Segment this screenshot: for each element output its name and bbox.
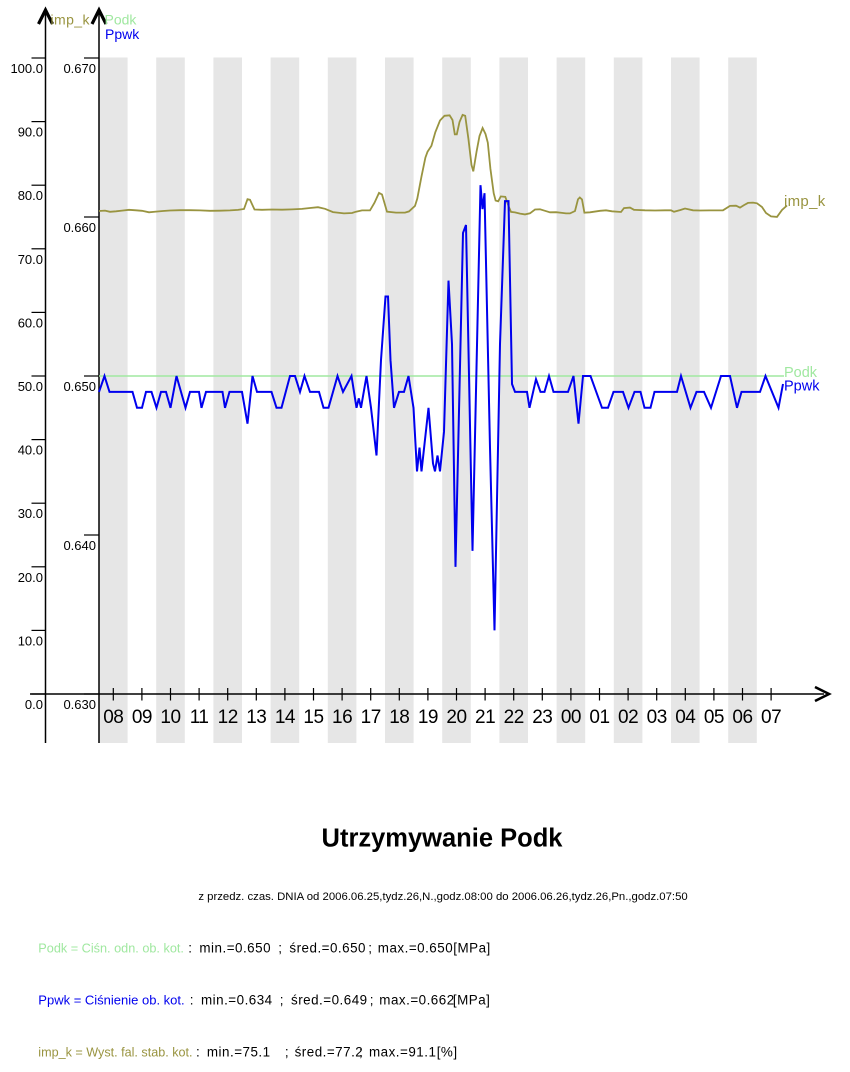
svg-text:0.630: 0.630 (63, 697, 96, 712)
svg-text:16: 16 (332, 707, 352, 728)
svg-text:70.0: 70.0 (18, 252, 43, 267)
svg-text:0.670: 0.670 (63, 61, 96, 76)
svg-text:80.0: 80.0 (18, 188, 43, 203)
svg-text:0.660: 0.660 (63, 220, 96, 235)
svg-text:Ppwk: Ppwk (784, 379, 820, 395)
svg-text:90.0: 90.0 (18, 125, 43, 140)
svg-text:Podk: Podk (105, 12, 138, 28)
svg-text:100.0: 100.0 (10, 61, 43, 76)
svg-text:z przedz. czas. DNIA od 2006.0: z przedz. czas. DNIA od 2006.06.25,tydz.… (198, 891, 687, 903)
svg-text:07: 07 (761, 707, 781, 728)
svg-text:13: 13 (246, 707, 266, 728)
svg-text:08: 08 (103, 707, 123, 728)
svg-text:Podk = Ciśn. odn. ob. kot.:min: Podk = Ciśn. odn. ob. kot.: min.=0.650; śr… (38, 941, 490, 956)
svg-text:17: 17 (361, 707, 381, 728)
svg-text:imp_k: imp_k (51, 12, 91, 28)
svg-text:00: 00 (561, 707, 581, 728)
svg-text:23: 23 (532, 707, 552, 728)
svg-text:12: 12 (218, 707, 238, 728)
svg-text:14: 14 (275, 707, 296, 728)
svg-text:18: 18 (389, 707, 409, 728)
svg-text:01: 01 (589, 707, 609, 728)
svg-text:0.650: 0.650 (63, 379, 96, 394)
svg-text:Ppwk: Ppwk (105, 26, 140, 42)
svg-text:11: 11 (190, 707, 209, 728)
svg-text:10: 10 (160, 707, 180, 728)
svg-text:imp_k: imp_k (784, 193, 826, 210)
svg-text:40.0: 40.0 (18, 443, 43, 458)
svg-text:15: 15 (303, 707, 323, 728)
svg-text:05: 05 (704, 707, 724, 728)
svg-text:Ppwk = Ciśnienie ob. kot.:min.: Ppwk = Ciśnienie ob. kot.: min.=0.634; śre… (38, 993, 490, 1008)
svg-text:04: 04 (675, 707, 696, 728)
svg-text:21: 21 (475, 707, 495, 728)
svg-text:02: 02 (618, 707, 638, 728)
svg-text:19: 19 (418, 707, 438, 728)
svg-text:03: 03 (647, 707, 667, 728)
svg-text:06: 06 (732, 707, 752, 728)
svg-text:0.640: 0.640 (63, 538, 96, 553)
svg-text:20.0: 20.0 (18, 570, 43, 585)
svg-text:09: 09 (132, 707, 152, 728)
svg-text:20: 20 (446, 707, 466, 728)
svg-text:60.0: 60.0 (18, 315, 43, 330)
svg-text:30.0: 30.0 (18, 506, 43, 521)
svg-text:0.0: 0.0 (25, 697, 43, 712)
svg-text:imp_k = Wyst. fal. stab. kot.:: imp_k = Wyst. fal. stab. kot.: min.=75.1;… (38, 1045, 457, 1060)
svg-text:Podk: Podk (784, 365, 818, 381)
svg-text:10.0: 10.0 (18, 633, 43, 648)
svg-text:22: 22 (504, 707, 524, 728)
svg-text:Utrzymywanie Podk: Utrzymywanie Podk (322, 825, 564, 853)
svg-text:50.0: 50.0 (18, 379, 43, 394)
